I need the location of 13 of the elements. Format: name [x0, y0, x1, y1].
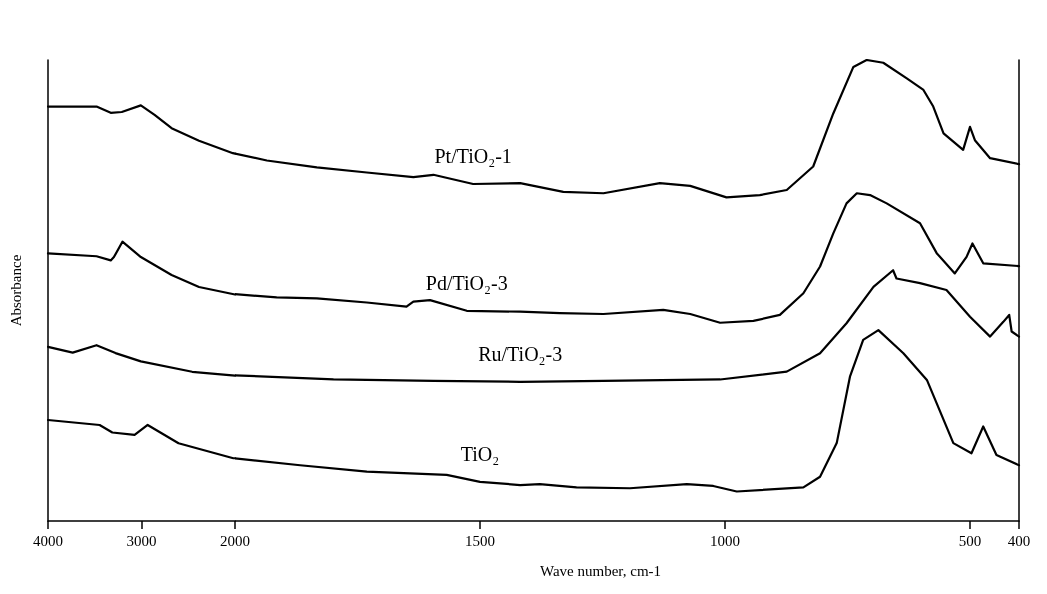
series-label: TiO₂	[460, 442, 500, 465]
x-axis-title: Wave number, cm-1	[540, 562, 662, 579]
x-tick-label: 4000	[33, 532, 63, 549]
x-tick-label: 1500	[465, 532, 495, 549]
y-axis-title: Absorbance	[7, 254, 24, 327]
x-tick-label: 2000	[220, 532, 250, 549]
series-label: Pt/TiO₂-1	[434, 145, 512, 168]
series-label: Ru/TiO₂-3	[478, 342, 563, 365]
x-tick-label: 1000	[710, 532, 740, 549]
x-tick-label: 400	[1007, 532, 1031, 549]
x-tick-label: 3000	[126, 532, 157, 549]
series-label: Pd/TiO₂-3	[425, 271, 508, 294]
x-tick-label: 500	[958, 532, 982, 549]
